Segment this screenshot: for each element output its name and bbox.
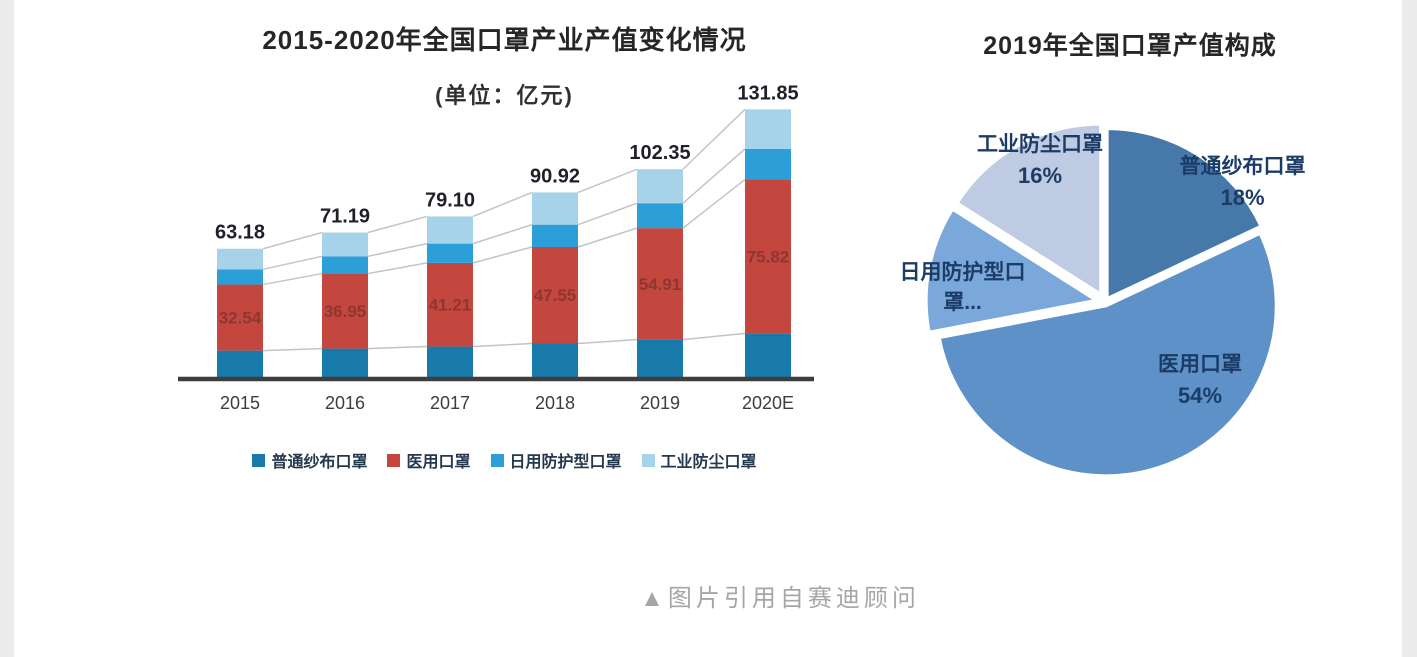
pie-label-text: 工业防尘口罩 — [977, 133, 1103, 156]
svg-text:90.92: 90.92 — [530, 165, 580, 187]
daily-protective-mask-swatch-icon — [490, 453, 504, 467]
legend-item-gauze-mask: 普通纱布口罩 — [252, 448, 367, 472]
legend-item-medical-mask: 医用口罩 — [387, 448, 471, 472]
svg-text:71.19: 71.19 — [320, 205, 370, 227]
pie-label-medical-mask: 医用口罩 54% — [1095, 350, 1305, 412]
legend-label: 日用防护型口罩 — [509, 454, 622, 471]
bar-chart-panel: 63.18 32.54 2015 71.19 36.95 2016 79.10 41.21 20… — [172, 20, 837, 510]
pie-label-text: 日用防护型口 — [899, 261, 1026, 284]
svg-text:102.35: 102.35 — [629, 142, 690, 164]
industrial-dust-mask-swatch-icon — [641, 453, 655, 467]
pie-label-gauze-mask: 普通纱布口罩 18% — [1140, 152, 1345, 214]
gauze-mask-swatch-icon — [252, 453, 266, 467]
svg-text:54.91: 54.91 — [639, 275, 682, 294]
stacked-bar-chart: 63.18 32.54 2015 71.19 36.95 2016 79.10 41.21 20… — [178, 82, 814, 413]
svg-text:2016: 2016 — [325, 393, 365, 413]
svg-text:79.10: 79.10 — [425, 189, 475, 211]
svg-text:63.18: 63.18 — [215, 222, 265, 244]
svg-text:41.21: 41.21 — [429, 296, 472, 315]
pie-chart — [924, 122, 1278, 478]
legend-item-industrial-dust-mask: 工业防尘口罩 — [641, 448, 757, 472]
medical-mask-swatch-icon — [387, 453, 401, 467]
svg-text:47.55: 47.55 — [534, 286, 577, 305]
svg-text:2019: 2019 — [640, 393, 680, 413]
pie-label-percent: 16% — [1017, 163, 1063, 189]
svg-text:131.85: 131.85 — [737, 82, 798, 104]
svg-text:2018: 2018 — [535, 393, 575, 413]
pie-label-percent: 18% — [1220, 185, 1265, 211]
pie-label-text: 普通纱布口罩 — [1179, 155, 1306, 178]
pie-chart-title: 2019年全国口罩产值构成 — [983, 32, 1277, 60]
svg-text:36.95: 36.95 — [324, 302, 367, 321]
svg-text:32.54: 32.54 — [219, 309, 262, 328]
pie-label-industrial-dust-mask: 工业防尘口罩 16% — [940, 130, 1140, 192]
bar-chart-legend: 普通纱布口罩 医用口罩 日用防护型口罩 工业防尘口罩 — [172, 448, 837, 472]
legend-item-daily-protective-mask: 日用防护型口罩 — [490, 448, 622, 472]
caption: ▲图片引用自赛迪顾问 — [640, 585, 920, 612]
pie-label-percent: 54% — [1177, 383, 1223, 409]
left-margin-strip — [0, 0, 14, 657]
bar-chart-unit-label: (单位：亿元) — [435, 83, 574, 108]
bar-chart-title: 2015-2020年全国口罩产业产值变化情况 — [262, 25, 747, 55]
svg-text:2015: 2015 — [220, 393, 260, 413]
legend-label: 医用口罩 — [406, 454, 471, 471]
pie-label-text-line2: 罩... — [943, 291, 982, 315]
legend-label: 普通纱布口罩 — [271, 454, 368, 471]
right-margin-strip — [1402, 0, 1417, 657]
pie-label-text: 医用口罩 — [1158, 353, 1242, 376]
svg-text:2020E: 2020E — [742, 393, 794, 413]
pie-chart-panel: 2019年全国口罩产值构成 工业防尘口罩 16% 普通纱布口罩 18% 日用防护… — [880, 20, 1380, 520]
legend-label: 工业防尘口罩 — [660, 454, 757, 471]
pie-label-daily-protective-mask: 日用防护型口 罩... — [880, 258, 1045, 319]
svg-text:75.82: 75.82 — [747, 247, 790, 266]
svg-text:2017: 2017 — [430, 393, 470, 413]
